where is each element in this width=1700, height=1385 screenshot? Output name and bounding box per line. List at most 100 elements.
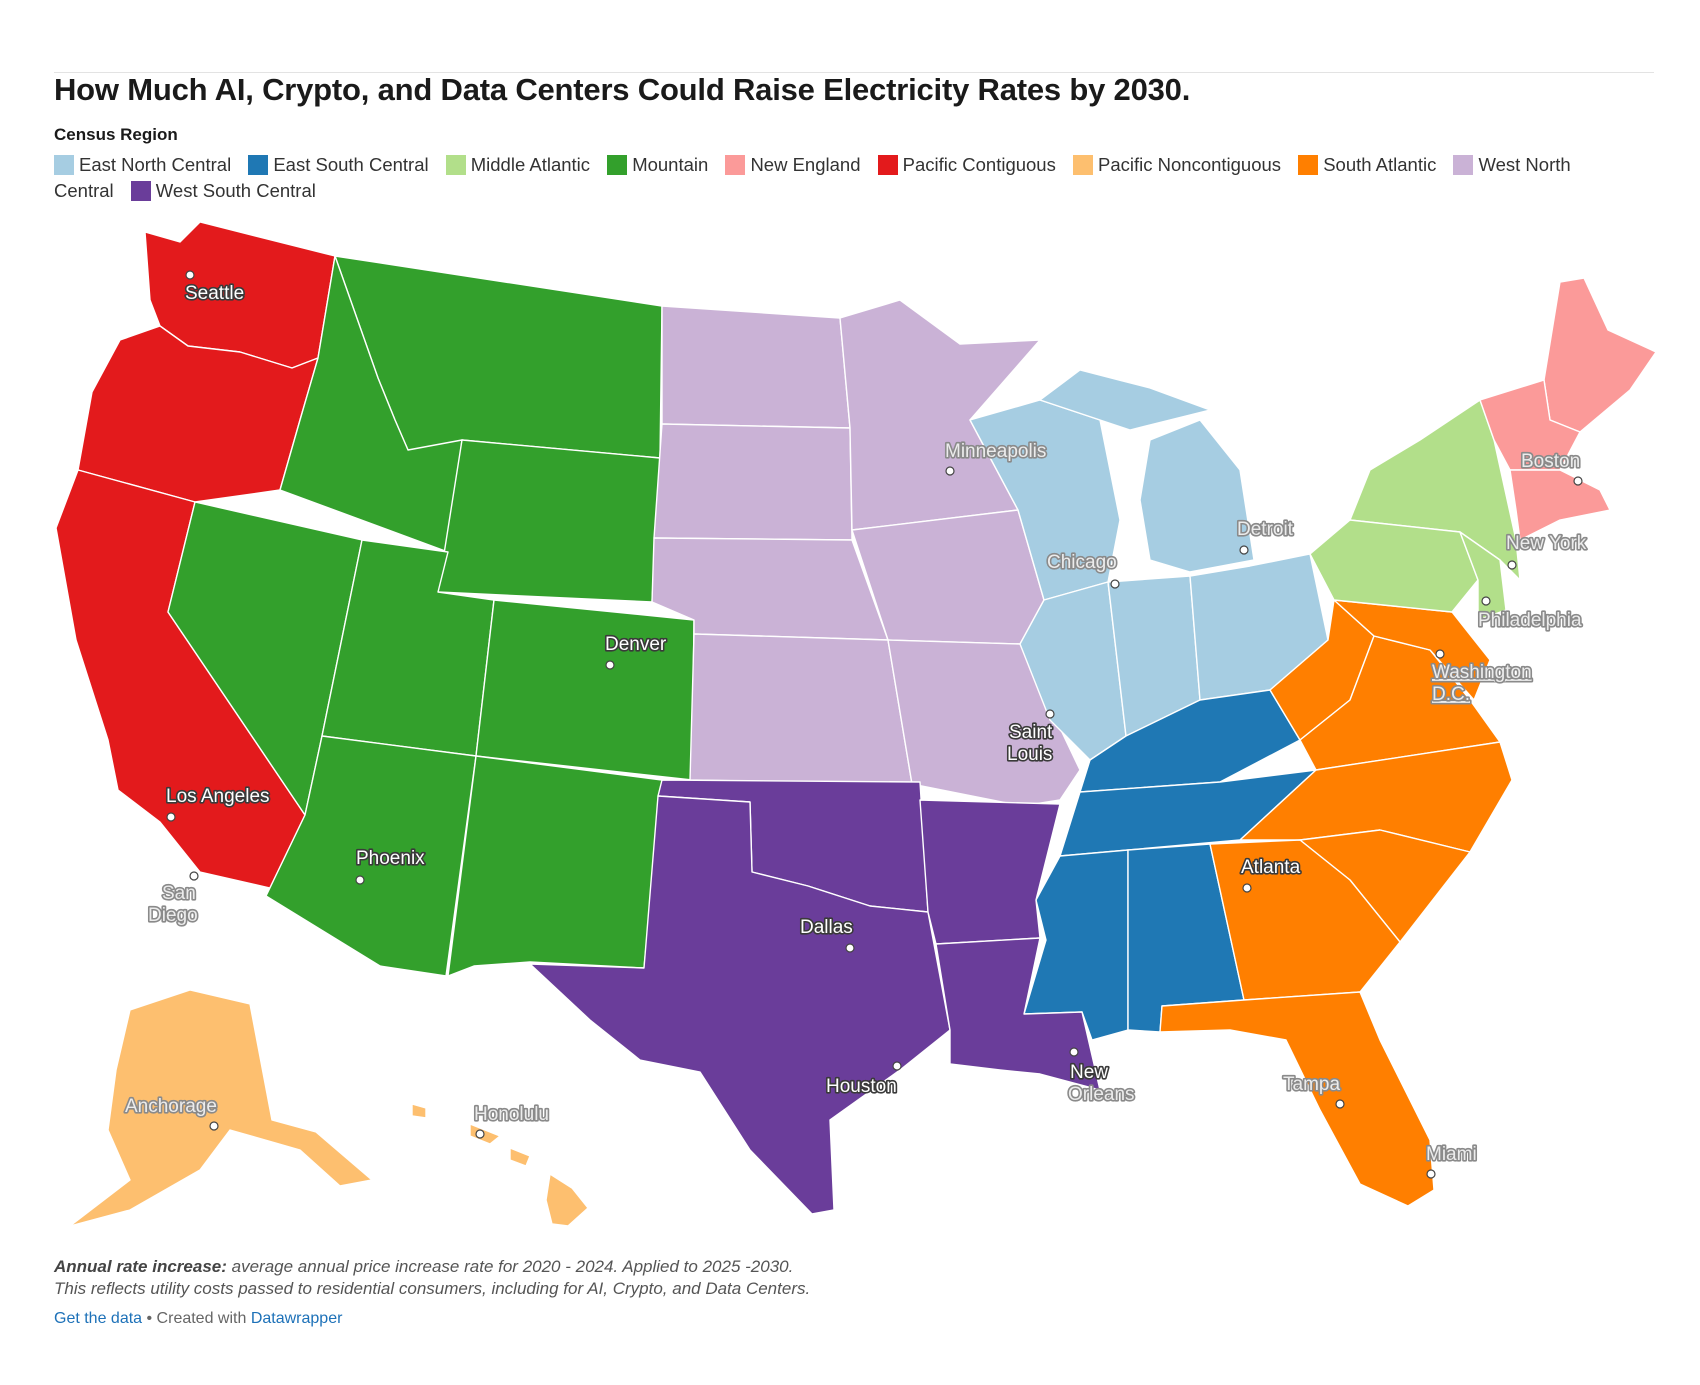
legend-item-pacific-contiguous[interactable]: Pacific Contiguous [877, 154, 1056, 175]
datawrapper-link[interactable]: Datawrapper [250, 1310, 343, 1327]
region-pacific-noncontiguous[interactable] [69, 989, 589, 1227]
city-dot-saint-louis [1045, 709, 1055, 719]
legend-item-east-north-central[interactable]: East North Central [54, 154, 231, 175]
region-new-england[interactable] [1479, 277, 1657, 541]
state-wyoming [437, 439, 661, 603]
legend-label: West South Central [155, 180, 316, 201]
city-label-minneapolis: Minneapolis [945, 441, 1046, 462]
notes-line-1: Annual rate increase: average annual pri… [54, 1256, 810, 1278]
legend-swatch [1453, 155, 1474, 175]
legend-label: Middle Atlantic [470, 154, 591, 175]
legend-label: Pacific Contiguous [902, 154, 1056, 175]
legend-label: South Atlantic [1323, 154, 1437, 175]
legend-swatch [1073, 155, 1093, 175]
city-dot-philadelphia [1481, 596, 1491, 606]
legend-item-mountain[interactable]: Mountain [607, 154, 708, 175]
state-new-jersey [1459, 531, 1507, 621]
region-mountain[interactable] [167, 255, 695, 977]
legend-label: East South Central [273, 154, 429, 175]
city-label-washington-line2: D.C. [1432, 684, 1470, 705]
region-pacific-contiguous[interactable] [55, 221, 336, 889]
city-label-boston: Boston [1521, 451, 1580, 472]
chart-notes: Annual rate increase: average annual pri… [54, 1256, 810, 1300]
legend-label: Pacific Noncontiguous [1098, 154, 1282, 175]
state-texas [529, 795, 951, 1215]
legend-item-pacific-noncontiguous[interactable]: Pacific Noncontiguous [1073, 154, 1281, 175]
city-dot-minneapolis [945, 466, 955, 476]
city-label-miami: Miami [1426, 1144, 1477, 1165]
legend-item-new-england[interactable]: New England [725, 154, 860, 175]
city-dot-miami [1426, 1169, 1436, 1179]
region-west-south-central[interactable] [529, 779, 1101, 1215]
legend-swatch [248, 155, 269, 175]
city-label-atlanta: Atlanta [1241, 857, 1301, 878]
city-dot-anchorage [209, 1121, 219, 1131]
city-label-honolulu: Honolulu [474, 1104, 549, 1125]
city-label-los-angeles: Los Angeles [166, 786, 270, 807]
city-labels: Seattle Minneapolis Boston Detroit Chica… [123, 281, 1588, 1166]
state-louisiana [935, 937, 1101, 1091]
legend-swatch [130, 181, 151, 201]
chart-title: How Much AI, Crypto, and Data Centers Co… [54, 72, 1191, 107]
city-label-dallas: Dallas [800, 917, 853, 938]
legend-swatch [877, 155, 898, 175]
city-dot-honolulu [475, 1129, 485, 1139]
city-dot-san-diego [189, 871, 199, 881]
legend-item-east-south-central[interactable]: East South Central [248, 154, 429, 175]
city-label-saint-louis: Saint [1009, 722, 1053, 743]
notes-line-2: This reflects utility costs passed to re… [54, 1279, 811, 1298]
legend-swatch [725, 155, 746, 175]
city-label-houston: Houston [826, 1076, 897, 1097]
city-label-detroit: Detroit [1237, 519, 1294, 540]
state-south-dakota [653, 423, 853, 541]
city-label-seattle: Seattle [185, 283, 244, 304]
region-middle-atlantic[interactable] [1309, 399, 1521, 621]
notes-text-1: average annual price increase rate for 2… [226, 1257, 794, 1276]
top-divider [54, 72, 1654, 73]
state-new-mexico [447, 755, 663, 977]
region-east-north-central[interactable] [969, 369, 1329, 761]
city-dot-atlanta [1242, 883, 1252, 893]
region-west-north-central[interactable] [651, 299, 1081, 807]
city-label-denver: Denver [605, 634, 667, 655]
legend: East North Central East South Central Mi… [54, 152, 1614, 204]
legend-label: Mountain [632, 154, 709, 175]
state-alaska [69, 989, 373, 1227]
city-dot-phoenix [355, 875, 365, 885]
legend-swatch [445, 155, 466, 175]
legend-item-middle-atlantic[interactable]: Middle Atlantic [445, 154, 591, 175]
city-dots [166, 270, 1583, 1179]
city-dot-seattle [185, 270, 195, 280]
legend-item-west-north-central[interactable]: West North Central [54, 154, 1571, 201]
state-kansas [689, 633, 913, 785]
city-dot-los-angeles [166, 812, 176, 822]
legend-item-west-south-central[interactable]: West South Central [130, 180, 316, 201]
legend-title: Census Region [54, 125, 178, 144]
city-dot-detroit [1239, 545, 1249, 555]
state-north-dakota [661, 305, 851, 429]
credit-separator: • Created with [142, 1310, 251, 1327]
state-colorado [475, 599, 695, 781]
get-data-link[interactable]: Get the data [54, 1310, 143, 1327]
region-south-atlantic[interactable] [1159, 599, 1513, 1207]
city-label-phoenix: Phoenix [356, 848, 425, 869]
city-dot-washington [1435, 649, 1445, 659]
legend-item-south-atlantic[interactable]: South Atlantic [1298, 154, 1436, 175]
state-hawaii-big [545, 1173, 589, 1227]
state-ma-ct-ri [1509, 469, 1611, 541]
city-label-chicago: Chicago [1047, 552, 1117, 573]
state-michigan-lower [1139, 419, 1255, 573]
state-hawaii-islands [411, 1103, 531, 1167]
state-arkansas [919, 799, 1061, 945]
region-east-south-central[interactable] [1023, 689, 1317, 1041]
city-label-philadelphia: Philadelphia [1478, 610, 1582, 631]
city-dot-denver [605, 660, 615, 670]
legend-swatch [54, 155, 74, 175]
legend-label: New England [750, 154, 861, 175]
city-label-washington: Washington [1432, 662, 1532, 683]
city-label-new-orleans: New [1070, 1062, 1108, 1083]
city-dot-chicago [1110, 579, 1120, 589]
notes-bold: Annual rate increase: [54, 1257, 227, 1276]
city-dot-boston [1573, 476, 1583, 486]
